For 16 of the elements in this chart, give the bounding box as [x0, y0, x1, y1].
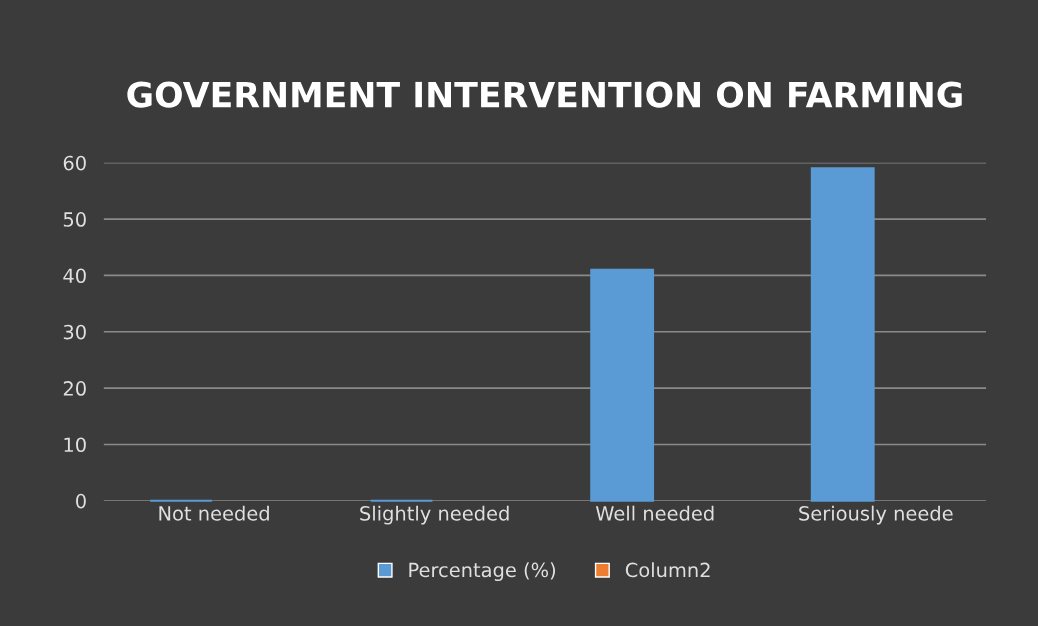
y-tick-label: 50	[63, 212, 86, 227]
x-tick-label: Not needed	[159, 505, 269, 521]
bar	[590, 268, 655, 502]
legend-label: Column2	[625, 562, 710, 578]
chart-title: GOVERNMENT INTERVENTION ON FARMING	[127, 81, 962, 108]
y-tick-label: 60	[63, 155, 86, 171]
legend-label: Percentage (%)	[409, 562, 556, 582]
y-tick-label: 10	[64, 437, 86, 453]
y-tick-label: 30	[63, 324, 86, 340]
y-tick-label: 40	[63, 268, 86, 284]
y-tick-label: 20	[63, 381, 86, 396]
y-tick-label: 0	[76, 493, 86, 509]
x-tick-label: Seriously neede	[799, 505, 953, 525]
x-tick-label: Slightly needed	[360, 505, 509, 525]
x-tick-label: Well needed	[595, 505, 714, 521]
bar	[810, 167, 875, 502]
